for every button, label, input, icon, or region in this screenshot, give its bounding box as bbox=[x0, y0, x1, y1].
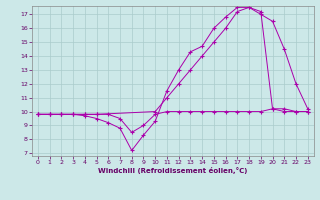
X-axis label: Windchill (Refroidissement éolien,°C): Windchill (Refroidissement éolien,°C) bbox=[98, 167, 247, 174]
